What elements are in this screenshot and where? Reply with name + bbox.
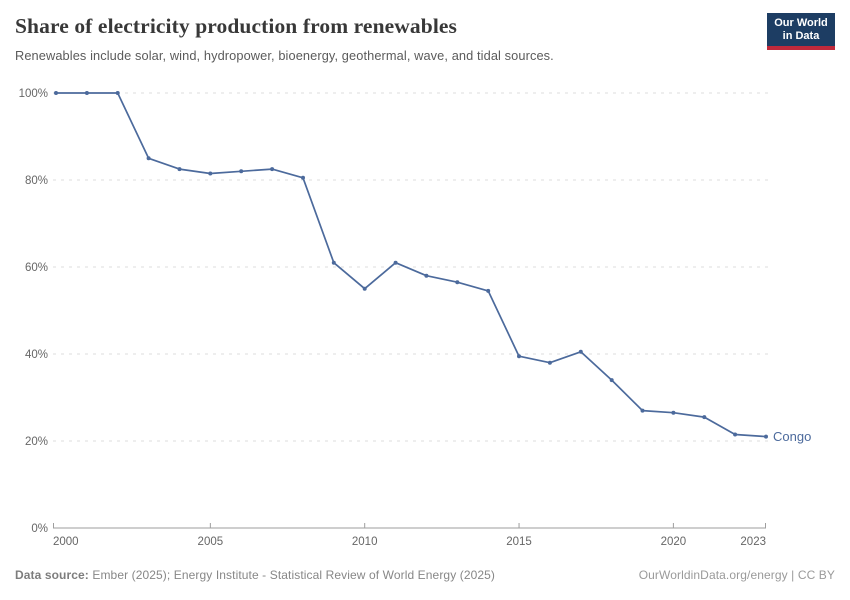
- x-axis-tick-label: 2000: [53, 536, 79, 548]
- data-point-marker: [547, 360, 552, 365]
- data-point-marker: [578, 349, 583, 354]
- data-point-marker: [702, 415, 707, 420]
- data-point-marker: [609, 378, 614, 383]
- data-point-marker: [517, 354, 521, 359]
- data-source-text: Ember (2025); Energy Institute - Statist…: [88, 568, 496, 582]
- data-point-marker: [362, 286, 367, 291]
- line-chart-svg: 0% 20% 40% 60% 80% 100% 2000 2005 2010 2015 2020 20…: [19, 88, 812, 548]
- data-point-marker: [177, 167, 182, 172]
- data-point-marker: [301, 175, 305, 180]
- data-point-marker: [733, 432, 738, 437]
- data-point-marker: [54, 91, 58, 95]
- data-source-label: Data source:: [15, 568, 89, 582]
- owid-logo-line2: in Data: [782, 29, 820, 42]
- y-axis-tick-label: 0%: [31, 523, 48, 535]
- y-axis-tick-label: 60%: [25, 262, 48, 274]
- owid-logo: Our World in Data: [767, 13, 835, 50]
- y-axis-tick-label: 80%: [25, 175, 48, 187]
- data-point-marker: [331, 260, 336, 265]
- data-point-marker: [84, 91, 89, 95]
- data-point-marker: [486, 288, 491, 293]
- series-line: [55, 92, 767, 438]
- data-point-marker: [270, 167, 275, 172]
- data-point-marker: [671, 410, 676, 415]
- data-source-note: Data source: Ember (2025); Energy Instit…: [15, 568, 495, 582]
- x-axis-tick-label: 2023: [740, 536, 766, 548]
- chart-subtitle: Renewables include solar, wind, hydropow…: [15, 48, 554, 63]
- x-axis-tick-label: 2010: [352, 536, 378, 548]
- data-point-marker: [455, 280, 460, 285]
- data-point-marker: [239, 169, 244, 174]
- chart-footer: Data source: Ember (2025); Energy Instit…: [15, 568, 835, 582]
- data-point-marker: [208, 171, 213, 176]
- series-end-label: Congo: [773, 429, 811, 444]
- data-point-marker: [115, 91, 120, 95]
- owid-logo-line1: Our World: [774, 17, 828, 29]
- x-axis-tick-label: 2005: [198, 536, 224, 548]
- data-point-marker: [393, 260, 398, 265]
- chart-header: Share of electricity production from ren…: [15, 14, 760, 63]
- page-title: Share of electricity production from ren…: [15, 14, 457, 38]
- license-note: OurWorldinData.org/energy | CC BY: [638, 568, 835, 582]
- data-point-marker: [424, 273, 429, 278]
- data-point-marker: [640, 408, 645, 413]
- y-axis-tick-label: 100%: [19, 88, 48, 100]
- x-axis-tick-label: 2020: [661, 536, 687, 548]
- y-axis-tick-label: 40%: [25, 349, 48, 361]
- y-axis-tick-label: 20%: [25, 436, 48, 448]
- data-point-marker: [764, 434, 768, 439]
- data-point-marker: [146, 156, 151, 161]
- x-axis-tick-label: 2015: [506, 536, 532, 548]
